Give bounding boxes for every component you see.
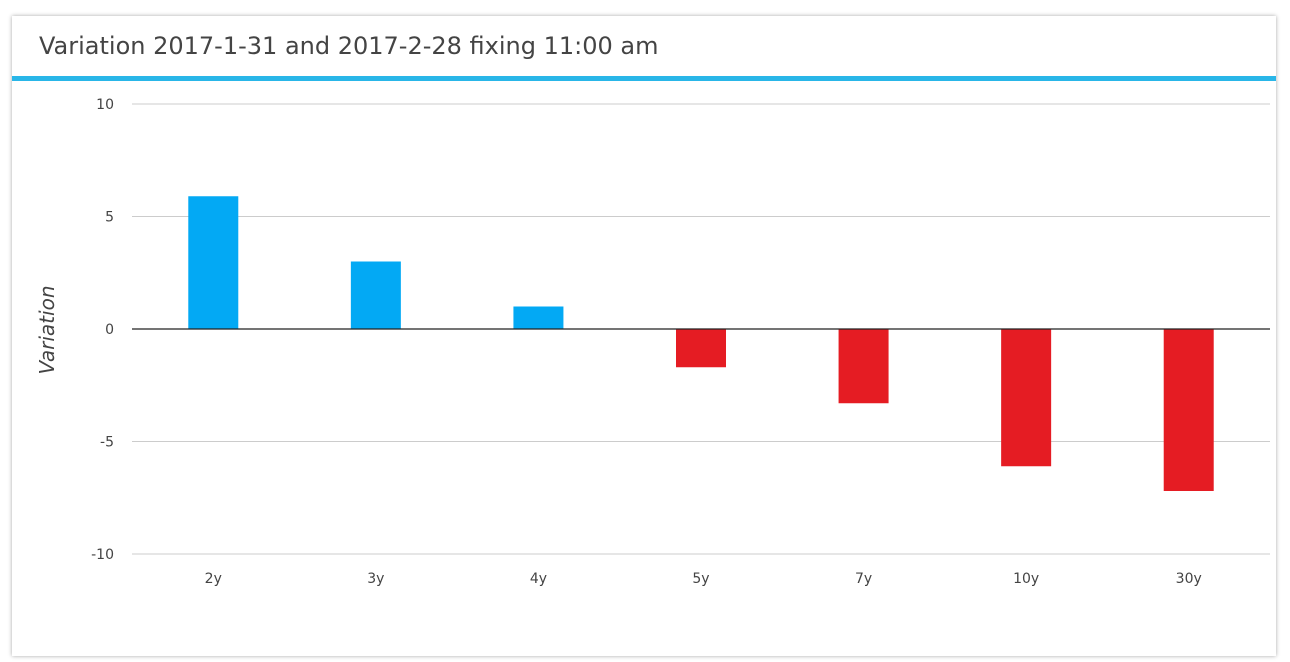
x-tick-label: 10y (1013, 571, 1039, 587)
x-tick-label: 5y (692, 571, 709, 587)
x-tick-label: 30y (1176, 571, 1202, 587)
y-tick-label: 0 (105, 322, 114, 338)
x-tick-label: 3y (367, 571, 384, 587)
y-tick-label: 10 (96, 97, 114, 113)
bar-10y (1001, 329, 1052, 467)
y-tick-label: -5 (100, 435, 114, 451)
bar-7y (838, 329, 889, 404)
x-tick-label: 4y (530, 571, 547, 587)
bar-30y (1163, 329, 1214, 491)
x-tick-label: 7y (855, 571, 872, 587)
chart-card: Variation 2017-1-31 and 2017-2-28 fixing… (12, 16, 1276, 656)
bar-2y (188, 196, 239, 329)
y-axis-title: Variation (35, 285, 59, 374)
chart-header: Variation 2017-1-31 and 2017-2-28 fixing… (12, 16, 1276, 81)
y-tick-label: 5 (105, 210, 114, 226)
x-tick-label: 2y (205, 571, 222, 587)
bars (188, 196, 1214, 491)
bar-3y (350, 261, 401, 329)
x-tick-labels: 2y 3y 4y 5y 7y 10y 30y (205, 571, 1202, 587)
gridlines (132, 103, 1270, 555)
y-tick-labels: 10 5 0 -5 -10 (91, 97, 114, 563)
chart-title: Variation 2017-1-31 and 2017-2-28 fixing… (39, 32, 659, 60)
bar-5y (676, 329, 726, 368)
bar-4y (513, 306, 564, 329)
y-tick-label: -10 (91, 547, 114, 563)
